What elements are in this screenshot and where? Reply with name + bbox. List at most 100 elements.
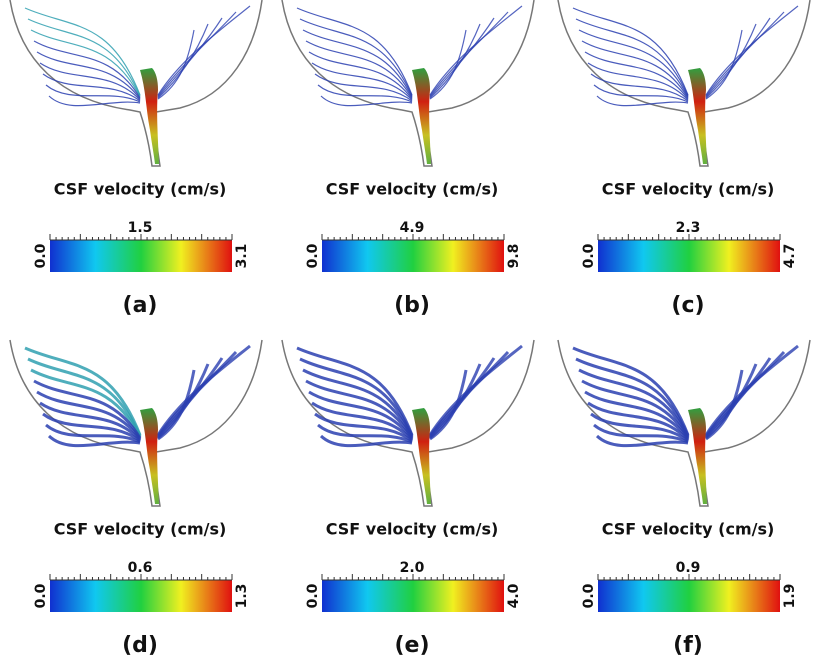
streamline: [705, 17, 771, 98]
streamline: [593, 84, 689, 103]
colorbar: [598, 240, 780, 272]
streamline: [578, 29, 689, 98]
streamline: [30, 29, 141, 98]
panel-label: (d): [122, 633, 158, 658]
colorbar-title: CSF velocity (cm/s): [54, 520, 227, 539]
colorbar-mid-label: 0.9: [676, 560, 701, 576]
colorbar-title: CSF velocity (cm/s): [326, 180, 499, 199]
streamline: [308, 51, 413, 100]
stem-flow: [688, 408, 707, 504]
colorbar-max-label: 1.3: [234, 584, 250, 609]
panel: CSF velocity (cm/s) 0.9 0.0 1.9 (f): [557, 339, 811, 658]
colorbar-title: CSF velocity (cm/s): [602, 520, 775, 539]
colorbar-max-label: 3.1: [234, 244, 250, 269]
streamline: [590, 412, 689, 443]
streamline: [24, 346, 142, 436]
streamline: [314, 73, 413, 102]
streamline: [296, 346, 414, 436]
stem-flow: [140, 68, 159, 164]
colorbar-mid-label: 2.3: [676, 220, 701, 236]
streamline: [311, 62, 413, 101]
colorbar-mid-label: 4.9: [400, 220, 425, 236]
streamline: [590, 73, 689, 102]
streamline: [429, 369, 468, 441]
streamline: [704, 363, 758, 440]
streamline: [36, 51, 141, 100]
colorbar: [50, 580, 232, 612]
colorbar-min-label: 0.0: [33, 583, 49, 608]
streamline: [299, 357, 414, 437]
streamline: [157, 369, 196, 441]
streamline: [311, 401, 414, 442]
colorbar-max-label: 4.7: [782, 244, 798, 269]
streamline: [320, 95, 413, 107]
streamline: [305, 379, 414, 439]
colorbar-max-label: 4.0: [506, 583, 522, 608]
colorbar-min-label: 0.0: [581, 583, 597, 608]
streamline: [429, 29, 467, 100]
colorbar-title: CSF velocity (cm/s): [54, 180, 227, 199]
stem-flow: [412, 408, 431, 504]
streamline: [45, 423, 141, 444]
colorbar: [322, 580, 504, 612]
streamline: [705, 23, 757, 99]
streamline: [428, 363, 482, 440]
streamline: [42, 412, 141, 443]
streamline: [296, 7, 413, 96]
colorbar-min-label: 0.0: [305, 243, 321, 268]
panel-label: (e): [394, 633, 429, 658]
streamline: [584, 51, 689, 100]
streamline: [429, 17, 495, 98]
panel-label: (a): [123, 293, 158, 318]
streamline: [157, 23, 209, 99]
streamline-image: [557, 0, 811, 167]
streamline: [572, 346, 690, 436]
streamline: [596, 95, 689, 107]
streamline: [587, 62, 689, 101]
streamline: [581, 379, 690, 439]
streamline: [593, 423, 689, 444]
streamline: [45, 84, 141, 103]
streamline: [572, 7, 689, 96]
streamline: [27, 18, 141, 97]
streamline: [595, 434, 689, 448]
colorbar-title: CSF velocity (cm/s): [326, 520, 499, 539]
streamline: [302, 368, 414, 438]
streamline: [584, 390, 690, 440]
streamline: [157, 29, 195, 100]
streamline-image: [557, 339, 811, 507]
streamline: [705, 29, 743, 100]
streamline-image: [9, 339, 263, 507]
colorbar-min-label: 0.0: [33, 243, 49, 268]
streamline: [308, 390, 414, 440]
panel-label: (b): [394, 293, 430, 318]
streamline: [314, 412, 413, 443]
colorbar-min-label: 0.0: [581, 243, 597, 268]
colorbar-mid-label: 2.0: [400, 560, 425, 576]
panel-label: (c): [671, 293, 704, 318]
stem-flow: [140, 408, 159, 504]
streamline: [39, 401, 142, 442]
colorbar-title: CSF velocity (cm/s): [602, 180, 775, 199]
streamline: [33, 379, 142, 439]
colorbar-mid-label: 1.5: [128, 220, 153, 236]
streamline: [319, 434, 413, 448]
colorbar-max-label: 1.9: [782, 584, 798, 609]
streamline: [575, 18, 689, 97]
panel: CSF velocity (cm/s) 1.5 0.0 3.1 (a): [9, 0, 263, 318]
stem-flow: [688, 68, 707, 164]
streamline: [157, 17, 223, 98]
streamline: [302, 29, 413, 98]
streamline: [299, 18, 413, 97]
streamline: [305, 40, 413, 99]
streamline: [24, 7, 141, 96]
colorbar-max-label: 9.8: [506, 244, 522, 269]
streamline: [578, 368, 690, 438]
colorbar: [322, 240, 504, 272]
panel: CSF velocity (cm/s) 0.6 0.0 1.3 (d): [9, 339, 263, 658]
streamline: [48, 95, 141, 107]
streamline: [575, 357, 690, 437]
stem-flow: [412, 68, 431, 164]
colorbar-min-label: 0.0: [305, 583, 321, 608]
